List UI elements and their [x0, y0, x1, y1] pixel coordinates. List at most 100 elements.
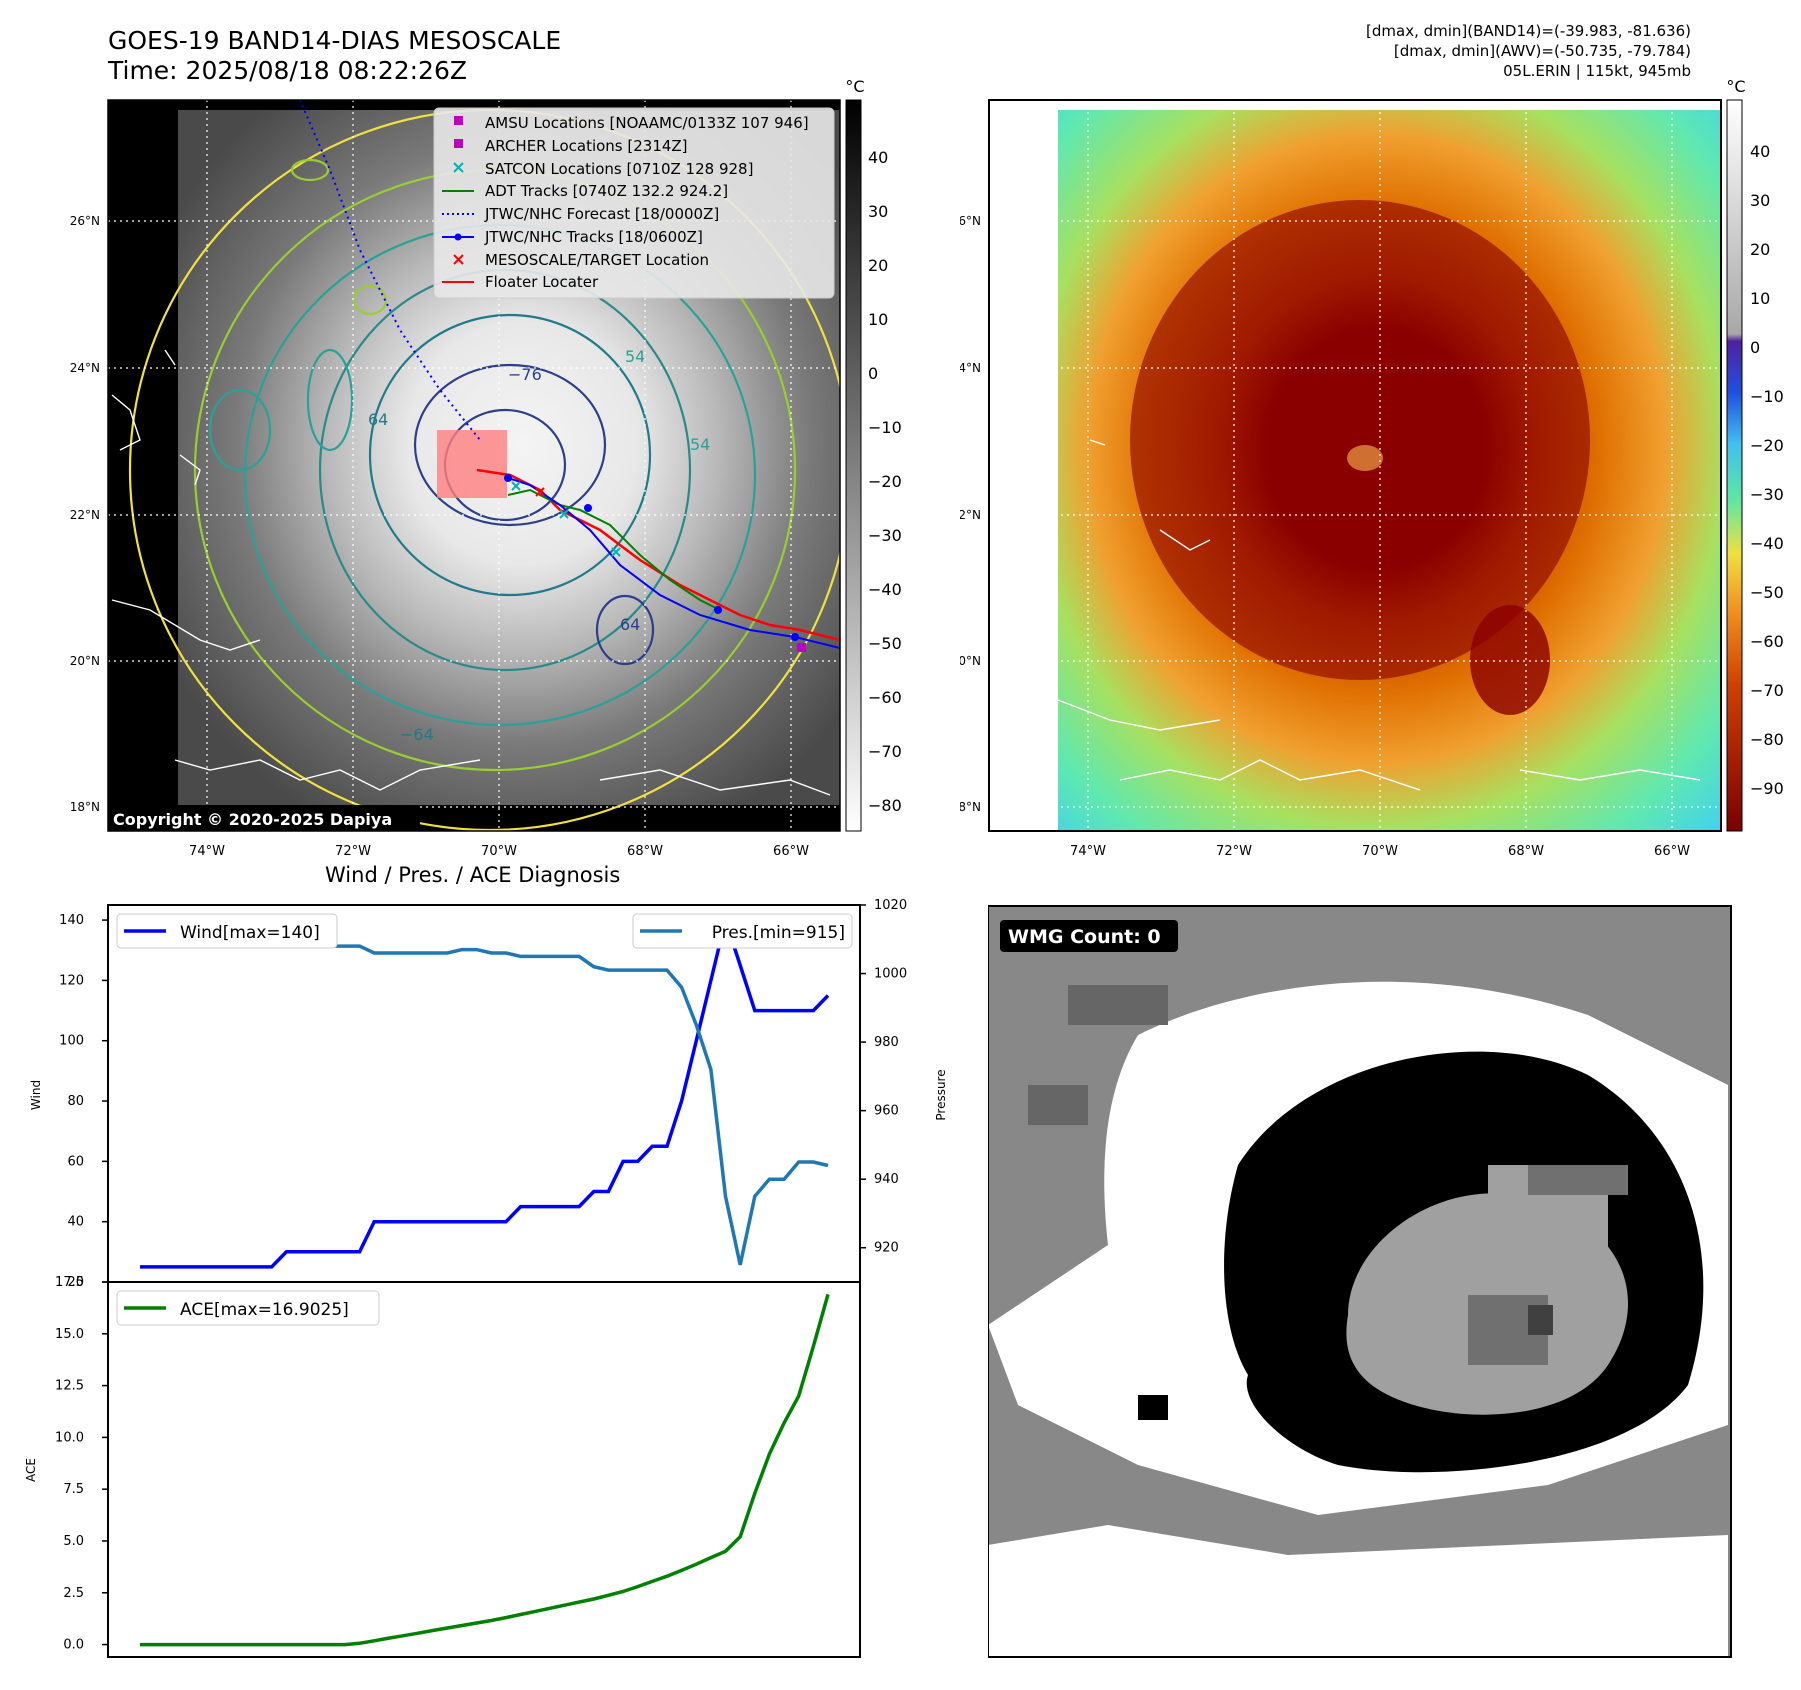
- contour-label-4: 54: [690, 435, 710, 454]
- legend-target: MESOSCALE/TARGET Location: [485, 251, 709, 269]
- awv-colorbar-unit: °C: [1726, 80, 1745, 96]
- contour-label-2: 64: [368, 410, 388, 429]
- svg-text:30: 30: [1750, 191, 1770, 210]
- svg-text:20: 20: [1750, 240, 1770, 259]
- wind-legend-label: Wind[max=140]: [180, 923, 320, 943]
- adt-track: [507, 488, 721, 611]
- svg-text:−90: −90: [1750, 779, 1784, 798]
- ir-lon-ticks: 74°W 72°W 70°W 68°W 66°W: [189, 844, 809, 859]
- ir-colorbar-ticks: 40 30 20 10 0 −10 −20 −30 −40 −50 −60 −7…: [868, 148, 902, 815]
- ace-series-line: [140, 1293, 830, 1647]
- legend-amsu: AMSU Locations [NOAAMC/0133Z 107 946]: [485, 114, 809, 132]
- awv-map-panel: 74°W 72°W 70°W 68°W 66°W 26°N 24°N 22°N …: [960, 80, 1784, 859]
- ace-tick-label: 17.5: [55, 1275, 84, 1290]
- awv-colorbar-ticks: 40 30 20 10 0 −10 −20 −30 −40 −50 −60 −7…: [1750, 142, 1784, 798]
- svg-text:24°N: 24°N: [960, 361, 981, 375]
- ace-legend: ACE[max=16.9025]: [116, 1290, 380, 1326]
- wind-tick-label: 40: [67, 1215, 84, 1230]
- pressure-y-ticks: 920 940 960 980 1000 1020: [860, 898, 907, 1256]
- wind-tick-label: 20: [67, 1275, 84, 1290]
- svg-text:−40: −40: [1750, 534, 1784, 553]
- copyright-text: Copyright © 2020-2025 Dapiya: [113, 810, 392, 829]
- svg-text:−20: −20: [868, 472, 902, 491]
- svg-text:26°N: 26°N: [70, 214, 100, 228]
- amsu-point: [797, 643, 806, 652]
- svg-text:66°W: 66°W: [773, 844, 809, 859]
- wmg-count-text: WMG Count: 0: [1008, 926, 1161, 948]
- legend-adt: ADT Tracks [0740Z 132.2 924.2]: [485, 182, 728, 200]
- svg-text:20: 20: [868, 256, 888, 275]
- wind-series-line: [140, 913, 830, 1269]
- legend-target-marker: [453, 254, 464, 265]
- ace-tick-label: 0.0: [63, 1638, 84, 1653]
- svg-text:22°N: 22°N: [960, 508, 981, 522]
- ace-y-ticks: 0.0 2.5 5.0 7.5 10.0 12.5 15.0 17.5: [55, 1275, 108, 1653]
- svg-text:22°N: 22°N: [70, 508, 100, 522]
- svg-text:−70: −70: [1750, 681, 1784, 700]
- legend-amsu-marker: [454, 116, 463, 125]
- svg-text:−50: −50: [1750, 583, 1784, 602]
- ace-ylabel: ACE: [24, 1458, 38, 1482]
- ir-colorbar-unit: °C: [845, 77, 864, 96]
- copyright-badge: [108, 805, 420, 831]
- ir-colorbar: [845, 99, 862, 832]
- svg-text:0: 0: [868, 364, 878, 383]
- svg-text:24°N: 24°N: [70, 361, 100, 375]
- svg-text:68°W: 68°W: [1508, 844, 1544, 859]
- ir-lat-ticks: 26°N 24°N 22°N 20°N 18°N: [70, 214, 100, 814]
- wind-legend: Wind[max=140]: [116, 913, 338, 949]
- svg-text:74°W: 74°W: [1070, 844, 1106, 859]
- wind-ylabel: Wind: [29, 1080, 43, 1110]
- ir-legend: AMSU Locations [NOAAMC/0133Z 107 946] AR…: [433, 107, 835, 299]
- pressure-tick-label: 960: [874, 1104, 899, 1119]
- wind-tick-label: 120: [59, 973, 84, 988]
- awv-coastlines: [1057, 439, 1701, 791]
- svg-text:70°W: 70°W: [1362, 844, 1398, 859]
- wind-tick-label: 100: [59, 1034, 84, 1049]
- legend-archer-marker: [454, 139, 463, 148]
- awv-colorbar: [1726, 99, 1743, 832]
- svg-text:−10: −10: [868, 418, 902, 437]
- wind-tick-label: 80: [67, 1094, 84, 1109]
- legend-forecast: JTWC/NHC Forecast [18/0000Z]: [484, 205, 719, 223]
- svg-text:68°W: 68°W: [627, 844, 663, 859]
- jtwc-track: [507, 477, 840, 649]
- svg-text:−40: −40: [868, 580, 902, 599]
- target-x: [535, 487, 545, 497]
- satcon-points: [511, 481, 621, 557]
- svg-text:−30: −30: [868, 526, 902, 545]
- ace-tick-label: 5.0: [63, 1534, 84, 1549]
- wind-y-ticks: 20 40 60 80 100 120 140: [59, 913, 108, 1290]
- pressure-legend: Pres.[min=915]: [632, 913, 853, 949]
- figure-time: Time: 2025/08/18 08:22:26Z: [108, 56, 467, 85]
- ace-legend-label: ACE[max=16.9025]: [180, 1300, 349, 1320]
- pressure-legend-label: Pres.[min=915]: [712, 923, 845, 943]
- pressure-tick-label: 980: [874, 1035, 899, 1050]
- info-line-2: [dmax, dmin](AWV)=(-50.735, -79.784): [1393, 42, 1691, 60]
- pressure-tick-label: 1020: [874, 898, 907, 913]
- legend-tracks: JTWC/NHC Tracks [18/0600Z]: [484, 228, 703, 246]
- target-box: [437, 430, 507, 498]
- ir-map-panel: −76 64 54 54 −64 64 AMSU Locations [NOAA…: [70, 77, 902, 859]
- pressure-ylabel: Pressure: [934, 1069, 948, 1120]
- svg-text:−60: −60: [868, 688, 902, 707]
- contour-label-3: 54: [625, 347, 645, 366]
- svg-text:10: 10: [868, 310, 888, 329]
- svg-text:−60: −60: [1750, 632, 1784, 651]
- svg-text:−80: −80: [868, 796, 902, 815]
- diagnosis-title: Wind / Pres. / ACE Diagnosis: [325, 863, 621, 887]
- ace-tick-label: 12.5: [55, 1379, 84, 1394]
- awv-gridlines: [989, 100, 1721, 831]
- wind-axes: [107, 904, 861, 1283]
- svg-text:72°W: 72°W: [1216, 844, 1252, 859]
- ace-tick-label: 2.5: [63, 1586, 84, 1601]
- legend-satcon: SATCON Locations [0710Z 128 928]: [485, 160, 753, 178]
- pressure-tick-label: 920: [874, 1241, 899, 1256]
- ace-axes: [107, 1281, 861, 1658]
- svg-text:30: 30: [868, 202, 888, 221]
- pressure-tick-label: 940: [874, 1172, 899, 1187]
- svg-text:−50: −50: [868, 634, 902, 653]
- wmg-count-badge: [1000, 920, 1178, 952]
- legend-floater: Floater Locater: [485, 273, 599, 291]
- svg-text:−10: −10: [1750, 387, 1784, 406]
